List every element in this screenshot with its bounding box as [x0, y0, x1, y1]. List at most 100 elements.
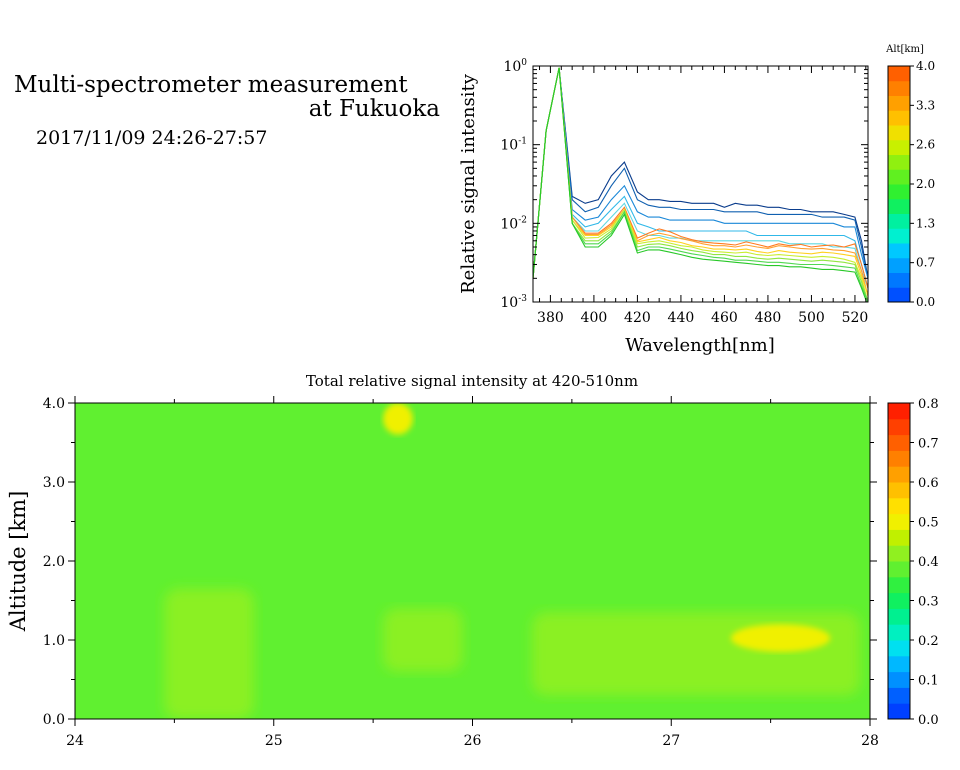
altitude-colorbar-swatch — [888, 125, 910, 141]
altitude-colorbar-swatch — [888, 169, 910, 185]
altitude-colorbar-tick-label: 3.3 — [916, 98, 935, 112]
altitude-colorbar-swatch — [888, 213, 910, 229]
intensity-colorbar-swatch — [888, 703, 910, 720]
intensity-colorbar-swatch — [888, 466, 910, 483]
heatmap-y-tick-label: 2.0 — [43, 554, 65, 570]
heatmap-feature-1 — [383, 403, 413, 435]
heatmap-x-tick-label: 28 — [861, 733, 879, 749]
intensity-colorbar-swatch — [888, 671, 910, 688]
altitude-colorbar-tick-label: 0.0 — [916, 295, 935, 309]
heatmap-y-tick-label: 4.0 — [43, 396, 65, 412]
intensity-colorbar-swatch — [888, 592, 910, 609]
spectrum-y-tick-label: 10-2 — [500, 215, 527, 232]
spectrum-series-group — [533, 67, 868, 302]
altitude-colorbar-swatch — [888, 272, 910, 288]
altitude-legend-title: Alt[km] — [885, 44, 924, 55]
altitude-colorbar-swatch — [888, 287, 910, 303]
page-title-line2: at Fukuoka — [308, 96, 440, 122]
intensity-colorbar-tick-label: 0.2 — [918, 634, 939, 649]
intensity-colorbar-tick-label: 0.1 — [918, 674, 939, 689]
altitude-colorbar-swatch — [888, 184, 910, 200]
spectrum-series-line-9 — [533, 67, 868, 302]
spectrum-x-tick-label: 380 — [537, 310, 564, 326]
intensity-colorbar-swatch — [888, 561, 910, 578]
intensity-colorbar-swatch — [888, 434, 910, 451]
heatmap-feature-0 — [164, 588, 254, 719]
intensity-colorbar-tick-label: 0.5 — [918, 516, 939, 531]
spectrum-x-tick-label: 480 — [755, 310, 782, 326]
heatmap-feature-3 — [532, 612, 861, 696]
heatmap-title: Total relative signal intensity at 420-5… — [306, 372, 638, 390]
spectrum-series-line-5 — [533, 67, 868, 289]
altitude-colorbar-tick-label: 2.0 — [916, 177, 935, 191]
intensity-colorbar-swatch — [888, 450, 910, 467]
intensity-colorbar-swatch — [888, 640, 910, 657]
heatmap-plot-frame — [74, 402, 871, 720]
altitude-colorbar-tick-label: 1.3 — [916, 216, 935, 230]
altitude-colorbar-tick-label: 4.0 — [916, 59, 935, 73]
altitude-colorbar-swatch — [888, 154, 910, 170]
spectrum-y-tick-label: 10-3 — [500, 294, 527, 311]
intensity-colorbar-swatch — [888, 545, 910, 562]
spectrum-plot-frame — [532, 65, 869, 303]
heatmap-y-tick-label: 0.0 — [43, 712, 65, 728]
intensity-colorbar-swatch — [888, 513, 910, 530]
intensity-colorbar-tick-label: 0.3 — [918, 595, 939, 610]
spectrum-axis-ticks: 380 400 420 440 460 480 500 520 100 10-1 10-2 10-3 — [500, 58, 868, 326]
spectrum-x-axis-label: Wavelength[nm] — [625, 335, 775, 356]
spectrum-x-tick-label: 520 — [842, 310, 869, 326]
intensity-colorbar-swatch — [888, 687, 910, 704]
spectrum-series-line-0 — [533, 67, 868, 279]
intensity-colorbar-tick-label: 0.8 — [918, 397, 939, 412]
intensity-colorbar-swatch — [888, 529, 910, 546]
spectrum-x-tick-label: 420 — [624, 310, 651, 326]
altitude-colorbar-swatch — [888, 198, 910, 214]
intensity-colorbar-tick-label: 0.7 — [918, 437, 939, 452]
altitude-colorbar-swatch — [888, 243, 910, 259]
spectrum-x-tick-label: 500 — [798, 310, 825, 326]
altitude-colorbar-swatch — [888, 110, 910, 126]
intensity-colorbar-swatch — [888, 624, 910, 641]
heatmap-y-tick-label: 3.0 — [43, 475, 65, 491]
spectrum-series-line-4 — [533, 67, 868, 289]
heatmap-y-tick-label: 1.0 — [43, 633, 65, 649]
intensity-colorbar-frame — [887, 402, 911, 720]
altitude-colorbar-swatch — [888, 95, 910, 111]
measurement-datetime: 2017/11/09 24:26-27:57 — [36, 127, 268, 149]
intensity-colorbar-swatch — [888, 482, 910, 499]
heatmap-x-tick-label: 25 — [265, 733, 283, 749]
heatmap-background — [75, 403, 870, 719]
altitude-colorbar-swatch — [888, 80, 910, 96]
heatmap-x-tick-label: 27 — [662, 733, 680, 749]
spectrum-series-line-8 — [533, 67, 868, 302]
intensity-colorbar-swatch — [888, 608, 910, 625]
spectrum-x-tick-label: 400 — [581, 310, 608, 326]
altitude-colorbar-swatch — [888, 228, 910, 244]
intensity-colorbar-swatch — [888, 497, 910, 515]
heatmap-feature-4 — [730, 624, 831, 652]
heatmap-axis-ticks: 24 25 26 27 28 0.0 1.0 2.0 3.0 4.0 — [43, 396, 879, 749]
spectrum-series-line-10 — [533, 67, 868, 302]
spectrum-series-line-3 — [533, 67, 868, 289]
altitude-colorbar-swatch — [888, 257, 910, 273]
intensity-colorbar-swatch — [888, 403, 910, 420]
heatmap-y-axis-label: Altitude [km] — [6, 491, 30, 633]
heatmap-x-tick-label: 24 — [66, 733, 84, 749]
spectrum-y-tick-label: 10-1 — [500, 137, 527, 154]
spectrum-x-tick-label: 460 — [711, 310, 738, 326]
altitude-colorbar-swatch — [888, 139, 910, 155]
intensity-colorbar-swatch — [888, 655, 910, 673]
intensity-colorbar: 0.8 0.7 0.6 0.5 0.4 0.3 0.2 0.1 0.0 — [887, 397, 939, 728]
altitude-colorbar-tick-label: 0.7 — [916, 256, 935, 270]
altitude-colorbar: 4.0 3.3 2.6 2.0 1.3 0.7 0.0 — [887, 59, 935, 309]
altitude-colorbar-swatch — [888, 66, 910, 82]
heatmap-cells — [75, 403, 870, 719]
page-title-line1: Multi-spectrometer measurement — [14, 72, 408, 98]
spectrum-chart: 380 400 420 440 460 480 500 52010010-110-210-3 … — [458, 44, 935, 356]
intensity-colorbar-tick-label: 0.6 — [918, 476, 939, 491]
spectrum-x-tick-label: 440 — [668, 310, 695, 326]
intensity-colorbar-swatch — [888, 576, 910, 594]
spectrum-y-tick-label: 100 — [503, 58, 527, 75]
intensity-colorbar-tick-label: 0.0 — [918, 713, 939, 728]
spectrum-series-line-11 — [533, 67, 868, 302]
